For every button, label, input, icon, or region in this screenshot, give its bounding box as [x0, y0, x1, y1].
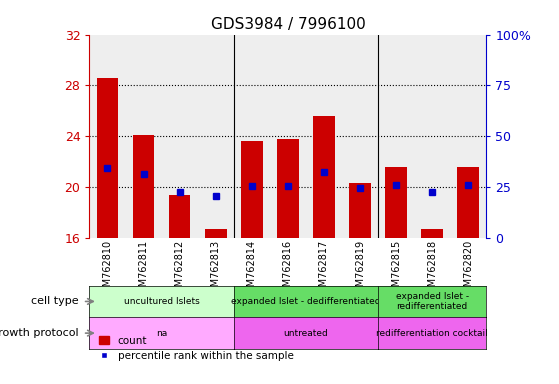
Bar: [126, 35, 162, 238]
Bar: [241, 141, 263, 238]
Bar: [414, 35, 450, 238]
Bar: [277, 139, 299, 238]
Text: uncultured Islets: uncultured Islets: [124, 297, 200, 306]
Legend: count, percentile rank within the sample: count, percentile rank within the sample: [94, 332, 297, 365]
Bar: [162, 35, 198, 238]
Bar: [169, 195, 191, 238]
Text: growth protocol: growth protocol: [0, 328, 78, 338]
Text: expanded Islet -
redifferentiated: expanded Islet - redifferentiated: [396, 292, 469, 311]
Text: untreated: untreated: [283, 329, 328, 338]
Bar: [270, 35, 306, 238]
Bar: [234, 35, 270, 238]
Text: cell type: cell type: [31, 296, 78, 306]
Text: na: na: [156, 329, 167, 338]
Text: redifferentiation cocktail: redifferentiation cocktail: [376, 329, 488, 338]
Bar: [342, 35, 378, 238]
Bar: [205, 229, 226, 238]
Title: GDS3984 / 7996100: GDS3984 / 7996100: [211, 17, 365, 32]
Bar: [378, 35, 414, 238]
Bar: [198, 35, 234, 238]
Bar: [385, 167, 407, 238]
Bar: [457, 167, 479, 238]
Bar: [97, 78, 119, 238]
Bar: [349, 184, 371, 238]
Bar: [450, 35, 486, 238]
Bar: [313, 116, 335, 238]
Bar: [306, 35, 342, 238]
Bar: [89, 35, 126, 238]
Text: expanded Islet - dedifferentiated: expanded Islet - dedifferentiated: [231, 297, 381, 306]
Bar: [421, 229, 443, 238]
Bar: [132, 135, 154, 238]
